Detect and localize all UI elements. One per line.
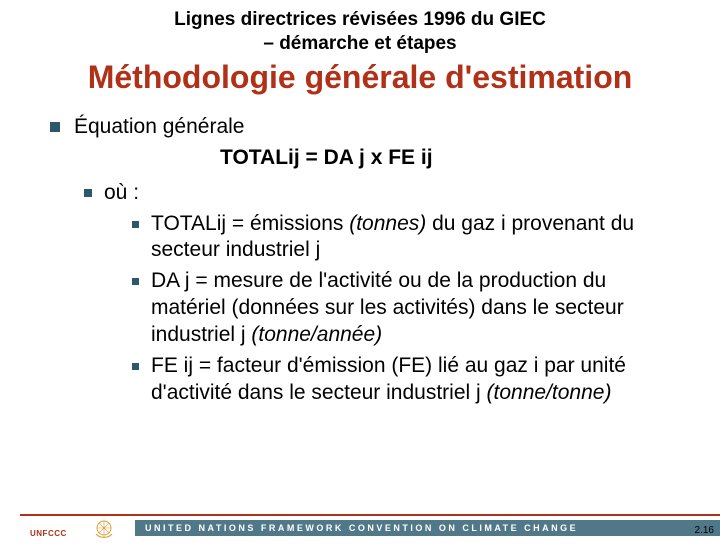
footer-bar: UNITED NATIONS FRAMEWORK CONVENTION ON C… (135, 520, 720, 536)
bullet-level3: DA j = mesure de l'activité ou de la pro… (132, 268, 680, 349)
content: Équation générale TOTALij = DA j x FE ij… (0, 96, 720, 407)
square-bullet-icon (84, 189, 92, 197)
footer-divider (20, 514, 720, 516)
slide: Lignes directrices révisées 1996 du GIEC… (0, 0, 720, 540)
pre-title-line2: – démarche et étapes (0, 32, 720, 56)
pre-title-line1: Lignes directrices révisées 1996 du GIEC (0, 8, 720, 32)
level2-text: où : (104, 180, 139, 207)
bullet-level2: où : (84, 180, 680, 207)
square-bullet-icon (132, 278, 139, 285)
def-1: TOTALij = émissions (tonnes) du gaz i pr… (151, 211, 680, 265)
footer-bar-text: UNITED NATIONS FRAMEWORK CONVENTION ON C… (145, 523, 578, 533)
bullet-level1: Équation générale (50, 114, 680, 141)
square-bullet-icon (132, 363, 139, 370)
def-2: DA j = mesure de l'activité ou de la pro… (151, 268, 680, 349)
header: Lignes directrices révisées 1996 du GIEC… (0, 0, 720, 96)
bullet-level3: TOTALij = émissions (tonnes) du gaz i pr… (132, 211, 680, 265)
un-logo-icon (90, 518, 118, 540)
square-bullet-icon (50, 122, 60, 132)
page-number: 2.16 (695, 525, 714, 536)
footer: UNFCCC UNITED NATIONS FRAMEWORK CONVENTI… (0, 514, 720, 540)
main-title: Méthodologie générale d'estimation (0, 58, 720, 96)
def-3: FE ij = facteur d'émission (FE) lié au g… (151, 353, 680, 407)
bullet-level3: FE ij = facteur d'émission (FE) lié au g… (132, 353, 680, 407)
level1-text: Équation générale (74, 114, 244, 141)
unfccc-logo: UNFCCC (30, 529, 67, 538)
square-bullet-icon (132, 221, 139, 228)
equation: TOTALij = DA j x FE ij (220, 145, 680, 172)
